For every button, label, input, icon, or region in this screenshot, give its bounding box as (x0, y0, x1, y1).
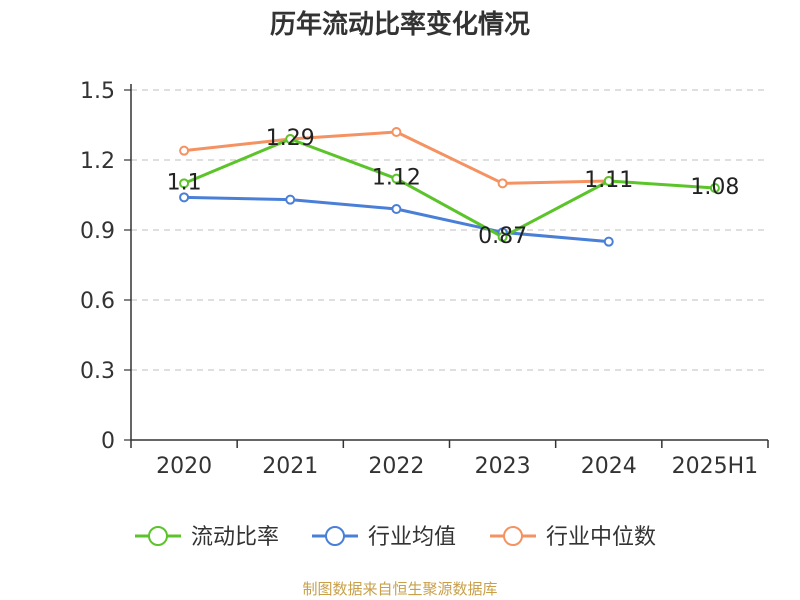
data-point (179, 145, 190, 156)
legend-label: 行业均值 (368, 525, 456, 550)
y-tick-label: 0 (101, 429, 115, 454)
data-point (391, 173, 402, 184)
data-label: 1.29 (266, 126, 315, 151)
x-tick-label: 2021 (262, 454, 318, 479)
data-point (497, 178, 508, 189)
legend: 流动比率 行业均值 行业中位数 (135, 525, 656, 550)
x-tick-label: 2022 (368, 454, 424, 479)
data-point (179, 178, 190, 189)
y-tick-label: 0.9 (80, 219, 115, 244)
data-labels: 1.1 1.29 1.12 0.87 1.11 1.08 (167, 126, 740, 249)
x-tick-label: 2024 (581, 454, 637, 479)
data-point (179, 192, 190, 203)
grid-lines (131, 89, 768, 371)
data-point (497, 232, 508, 242)
legend-marker (325, 526, 345, 546)
x-tick-label: 2020 (156, 454, 212, 479)
data-label: 1.1 (167, 170, 202, 195)
axes (124, 84, 769, 448)
data-source-note: 制图数据来自恒生聚源数据库 (302, 580, 498, 598)
y-tick-label: 1.2 (80, 149, 115, 174)
legend-marker (503, 526, 523, 546)
data-point (391, 204, 402, 214)
legend-label: 流动比率 (191, 525, 279, 550)
data-point (285, 134, 296, 144)
series-line (184, 195, 609, 244)
y-tick-label: 1.5 (80, 79, 115, 104)
legend-marker (148, 526, 168, 546)
series-line (183, 137, 716, 239)
data-label: 1.08 (690, 175, 739, 200)
x-tick-label: 2025H1 (672, 454, 759, 479)
y-tick-label: 0.6 (80, 289, 115, 314)
series-points (179, 127, 720, 247)
legend-label: 行业中位数 (546, 525, 656, 550)
data-label: 1.12 (372, 166, 421, 191)
data-point (603, 236, 614, 247)
data-point (285, 194, 296, 205)
series-lines (183, 130, 716, 244)
data-label: 1.11 (584, 168, 633, 193)
tick-labels: 0 0.3 0.6 0.9 1.2 1.5 2020 2021 2022 2023 2024 2025… (80, 79, 758, 479)
chart-title: 历年流动比率变化情况 (269, 10, 530, 40)
data-point (709, 183, 720, 193)
y-tick-label: 0.3 (80, 359, 115, 384)
data-point (603, 176, 614, 186)
data-point (391, 127, 402, 137)
x-tick-label: 2023 (475, 454, 531, 479)
data-label: 0.87 (478, 224, 527, 249)
